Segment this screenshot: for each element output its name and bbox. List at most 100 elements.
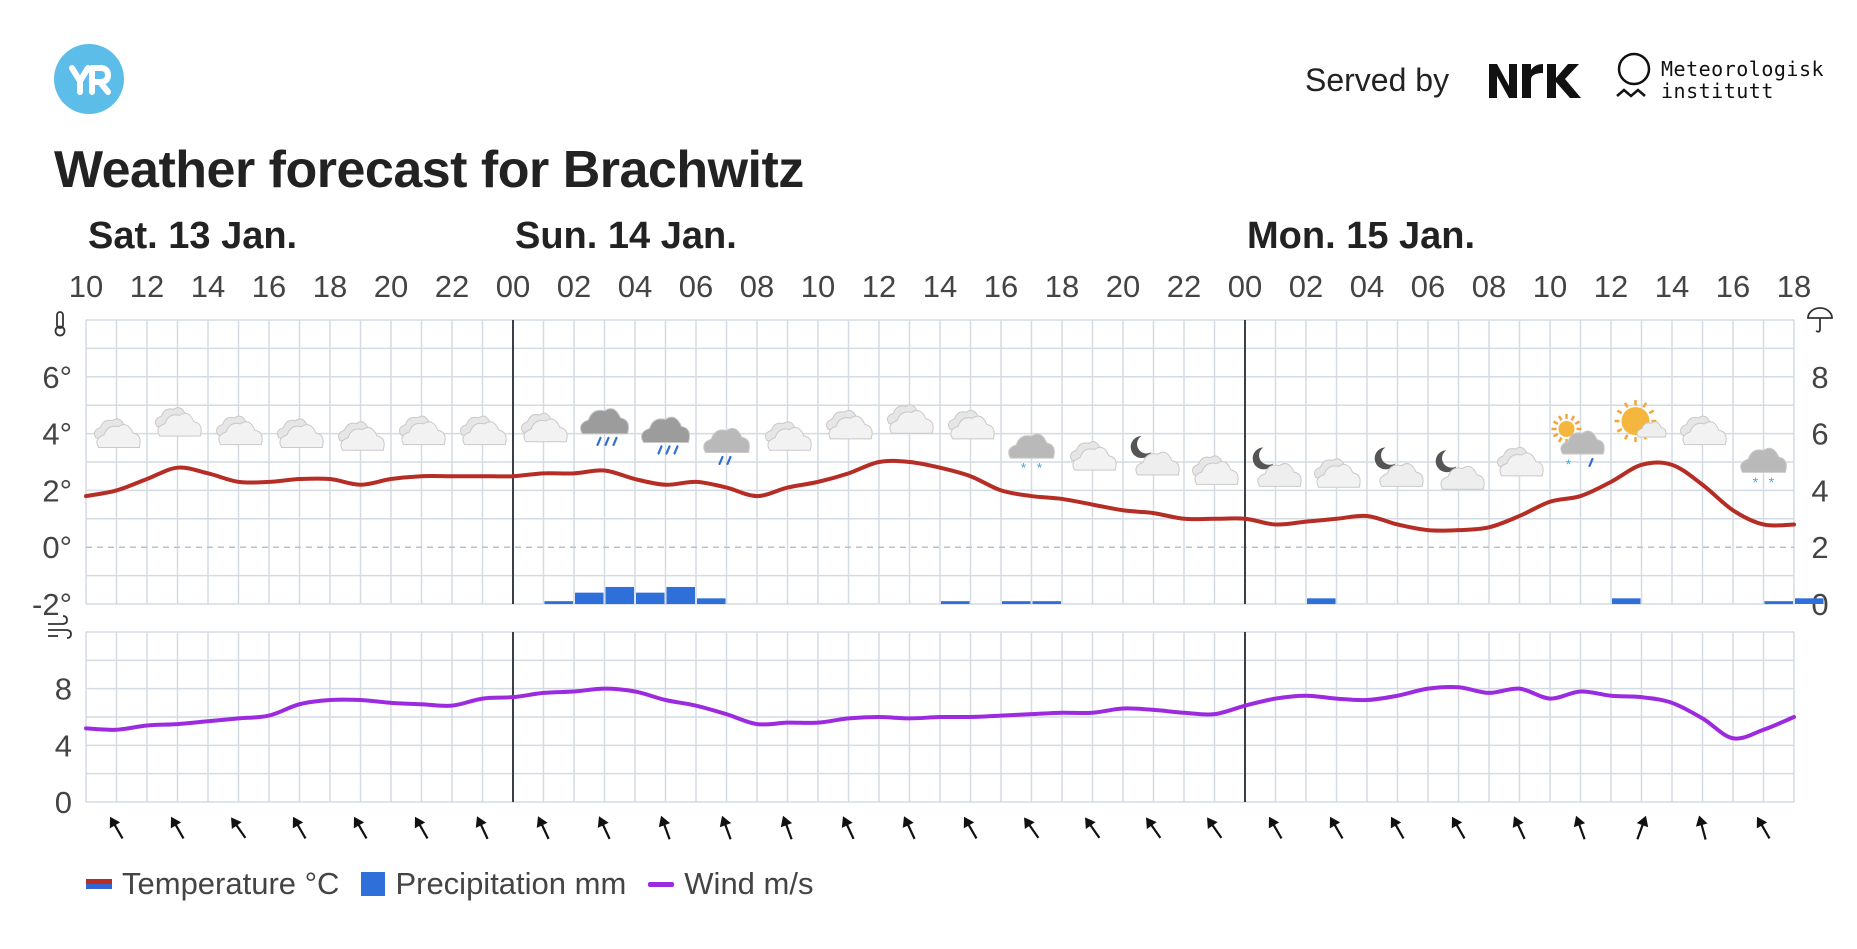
- hour-tick-label: 02: [557, 269, 591, 304]
- arrow-icon: [1024, 817, 1040, 839]
- arrow-head: [963, 816, 975, 829]
- legend-temperature[interactable]: Temperature °C: [86, 866, 339, 902]
- arrow-head: [1695, 815, 1708, 827]
- cloud-shape: [401, 421, 446, 446]
- arrow-head: [1329, 816, 1341, 829]
- arrow-icon: [170, 816, 185, 839]
- arrow-icon: [1085, 817, 1101, 839]
- precipitation-bar: [544, 601, 573, 604]
- cloudy-icon: [277, 418, 324, 448]
- arrow-icon: [719, 815, 732, 840]
- cloudy-icon: [1070, 441, 1117, 471]
- sun-ray: [1574, 420, 1581, 426]
- thermometer-bulb: [54, 325, 66, 337]
- snow-flake: *: [1769, 474, 1775, 490]
- hour-tick-label: 04: [618, 269, 652, 304]
- cloud-shape: [1008, 433, 1055, 459]
- arrow-icon: [292, 816, 307, 839]
- arrow-icon: [1146, 817, 1162, 839]
- arrow-head: [1573, 815, 1586, 828]
- cloudy-icon: [94, 418, 141, 448]
- moon-shape: [1130, 436, 1152, 458]
- hour-tick-label: 16: [1716, 269, 1750, 304]
- hour-tick-label: 16: [984, 269, 1018, 304]
- arrow-icon: [902, 816, 916, 840]
- arrow-icon: [658, 815, 671, 840]
- legend-precipitation[interactable]: Precipitation mm: [361, 866, 626, 902]
- sun-ray: [1616, 409, 1623, 415]
- hour-tick-label: 08: [1472, 269, 1506, 304]
- cloud-shape: [1440, 465, 1485, 490]
- arrow-icon: [841, 816, 855, 840]
- light-snow-icon: * *: [1740, 447, 1787, 490]
- arrow-head: [1024, 817, 1035, 829]
- hour-tick-label: 20: [374, 269, 408, 304]
- snow-flake: *: [1566, 456, 1572, 472]
- precipitation-bar: [636, 592, 665, 604]
- cloud-shape: [218, 421, 263, 446]
- arrow-icon: [1207, 817, 1223, 839]
- cloud-shape: [157, 412, 202, 437]
- rain-icon: [641, 416, 691, 455]
- moon-shape: [1435, 450, 1457, 473]
- thermometer-icon: [54, 311, 66, 337]
- temperature-series-line: [84, 458, 1796, 533]
- yr-logo[interactable]: [54, 44, 124, 114]
- cloudy-icon: [1497, 446, 1544, 477]
- sun-ray: [1623, 402, 1629, 408]
- precipitation-tick-label: 0: [1811, 587, 1828, 622]
- precipitation-bar: [1612, 598, 1641, 604]
- cloudy-icon: [399, 415, 446, 446]
- arrow-head: [1146, 817, 1157, 829]
- moon-shape: [1252, 447, 1274, 470]
- hour-tick-label: 00: [1228, 269, 1262, 304]
- met-name: Meteorologisk institutt: [1661, 58, 1824, 102]
- hour-tick-label: 14: [923, 269, 957, 304]
- arrow-head: [1451, 816, 1463, 829]
- cloud-shape: [641, 416, 691, 443]
- precipitation-bar: [666, 586, 695, 604]
- arrow-icon: [780, 815, 793, 840]
- cloud-shape: [1316, 463, 1361, 488]
- precipitation-bar: [1032, 601, 1061, 604]
- umbrella-icon: [1807, 307, 1833, 333]
- snow-flake: *: [1037, 460, 1043, 476]
- sun-ray: [1557, 415, 1563, 421]
- precipitation-bar: [575, 592, 604, 604]
- arrow-icon: [1512, 816, 1526, 840]
- hour-tick-label: 10: [801, 269, 835, 304]
- wind-stroke: [48, 629, 72, 639]
- cloudy-icon: [155, 407, 202, 437]
- hour-tick-label: 22: [1167, 269, 1201, 304]
- hour-tick-label: 10: [1533, 269, 1567, 304]
- precipitation-tick-label: 4: [1811, 473, 1828, 508]
- hour-tick-label: 04: [1350, 269, 1384, 304]
- partly-cloudy-night-icon: [1374, 447, 1424, 487]
- arrow-head: [109, 816, 121, 829]
- precipitation-bar: [1307, 598, 1336, 604]
- sun-ray: [1623, 434, 1629, 440]
- yr-logo-mark: [69, 65, 111, 95]
- cloud-shape: [1257, 463, 1302, 487]
- sleet-sun-icon: *: [1551, 413, 1605, 472]
- day-label: Mon. 15 Jan.: [1247, 215, 1475, 257]
- arrow-icon: [109, 816, 124, 839]
- arrow-icon: [1573, 815, 1586, 840]
- legend-wind[interactable]: Wind m/s: [648, 866, 813, 902]
- precipitation-bar: [1002, 601, 1031, 604]
- nrk-logo[interactable]: [1489, 64, 1584, 98]
- hour-tick-label: 18: [1777, 269, 1811, 304]
- rain-drop: [596, 436, 602, 447]
- served-by-label: Served by: [1305, 62, 1450, 98]
- cloudy-icon: [338, 421, 385, 451]
- rain-icon: [580, 408, 630, 447]
- cloud-shape: [462, 421, 507, 446]
- arrow-head: [780, 815, 793, 828]
- partly-cloudy-night-icon: [1130, 436, 1180, 476]
- cloud-shape: [580, 408, 630, 435]
- arrow-icon: [1268, 816, 1283, 839]
- sun-ray: [1642, 402, 1648, 408]
- rain-drop: [604, 436, 610, 447]
- met-logo[interactable]: [1614, 52, 1654, 102]
